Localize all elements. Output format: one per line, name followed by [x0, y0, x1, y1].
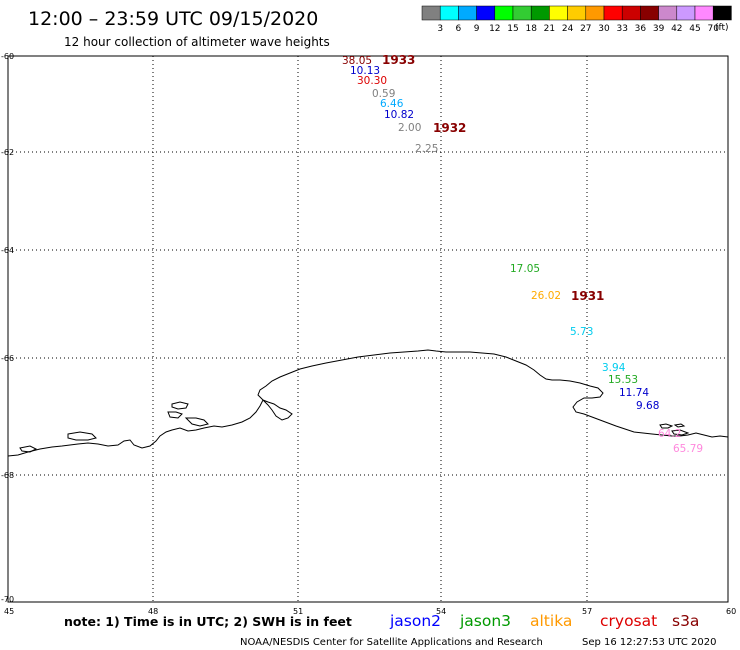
legend-swatch [676, 5, 696, 21]
swh-value: 64.2 [658, 428, 681, 440]
lon-label: 54 [436, 607, 446, 616]
swh-value: 26.02 [531, 290, 561, 302]
satellite-name: jason2 [389, 612, 441, 630]
legend-label: 12 [489, 24, 500, 34]
pass-time-label: 1933 [382, 53, 415, 67]
plot-frame [7, 55, 729, 603]
swh-value: 3.94 [602, 362, 626, 374]
legend-swatch [512, 5, 532, 21]
swh-value: 6.46 [380, 98, 404, 110]
lon-label: 45 [4, 607, 14, 616]
legend-swatch [603, 5, 623, 21]
legend-label: 39 [653, 24, 665, 34]
lat-label: -62 [1, 148, 14, 157]
legend-label: 36 [635, 24, 647, 34]
measurement-values: 38.05 10.13 30.30 0.59 6.46 10.82 2.00 2… [342, 55, 703, 455]
legend-swatch [530, 5, 550, 21]
lat-label: -64 [1, 246, 14, 255]
lon-label: 51 [293, 607, 303, 616]
pass-time-label: 1931 [571, 289, 604, 303]
satellite-name: s3a [672, 612, 699, 630]
lon-label: 57 [582, 607, 592, 616]
legend-label: 70 [707, 24, 719, 34]
legend-label: 6 [456, 24, 462, 34]
swh-value: 10.13 [350, 65, 380, 77]
legend-label: 3 [437, 24, 443, 34]
page-title: 12:00 – 23:59 UTC 09/15/2020 [28, 8, 318, 30]
page-subtitle: 12 hour collection of altimeter wave hei… [64, 35, 330, 49]
swh-value: 10.82 [384, 109, 414, 121]
swh-value: 65.79 [673, 443, 703, 455]
legend-swatch [549, 5, 568, 21]
satellite-legend: jason2 jason3 altika cryosat s3a [389, 612, 699, 630]
legend-swatch [658, 5, 678, 21]
legend-swatch [476, 5, 496, 21]
swh-value: 38.05 [342, 55, 372, 67]
legend-label: 45 [689, 24, 700, 34]
swh-value: 11.74 [619, 387, 649, 399]
satellite-name: jason3 [459, 612, 511, 630]
legend-swatch [640, 5, 659, 21]
legend-swatch [694, 5, 714, 21]
swh-value: 15.53 [608, 374, 638, 386]
legend-swatch [567, 5, 587, 21]
coastline [7, 349, 729, 457]
legend-label: 15 [507, 24, 518, 34]
legend-label: 9 [474, 24, 480, 34]
timestamp-text: Sep 16 12:27:53 UTC 2020 [582, 637, 716, 648]
credit-text: NOAA/NESDIS Center for Satellite Applica… [240, 637, 543, 648]
swh-value: 9.68 [636, 400, 659, 412]
swh-value: 17.05 [510, 263, 540, 275]
legend-label: 33 [616, 24, 627, 34]
lat-label: -70 [1, 595, 14, 604]
lat-label: -66 [1, 354, 14, 363]
latitude-labels: -60 -62 -64 -66 -68 -70 [1, 52, 14, 604]
swh-value: 0.59 [372, 88, 395, 100]
pass-time-labels: 1933 1932 1931 [382, 53, 604, 303]
swh-value: 2.25 [415, 143, 438, 155]
swh-value: 30.30 [357, 75, 387, 87]
graticule [8, 56, 728, 602]
legend-label: 21 [544, 24, 555, 34]
satellite-name: cryosat [600, 612, 657, 630]
legend-swatch [421, 5, 441, 21]
legend-unit: (ft) [715, 23, 729, 33]
legend-label: 18 [525, 24, 537, 34]
legend-label: 30 [598, 24, 610, 34]
longitude-labels: 45 48 51 54 57 60 [4, 607, 736, 616]
footer-note: note: 1) Time is in UTC; 2) SWH is in fe… [64, 614, 352, 629]
lon-label: 60 [726, 607, 736, 616]
wave-height-color-scale: 3 6 9 12 15 18 21 24 27 30 33 36 39 42 45 70 (ft) [421, 5, 732, 34]
legend-label: 42 [671, 24, 682, 34]
lat-label: -68 [1, 471, 14, 480]
pass-time-label: 1932 [433, 121, 466, 135]
legend-swatch [621, 5, 641, 21]
legend-label: 24 [562, 24, 574, 34]
legend-swatch [585, 5, 605, 21]
legend-swatch [494, 5, 514, 21]
legend-swatch [458, 5, 477, 21]
satellite-name: altika [530, 612, 572, 630]
swh-value: 2.00 [398, 122, 421, 134]
legend-label: 27 [580, 24, 591, 34]
lon-label: 48 [148, 607, 158, 616]
lat-label: -60 [1, 52, 14, 61]
legend-swatch [712, 5, 732, 21]
swh-value: 5.73 [570, 326, 593, 338]
legend-swatch [439, 5, 459, 21]
